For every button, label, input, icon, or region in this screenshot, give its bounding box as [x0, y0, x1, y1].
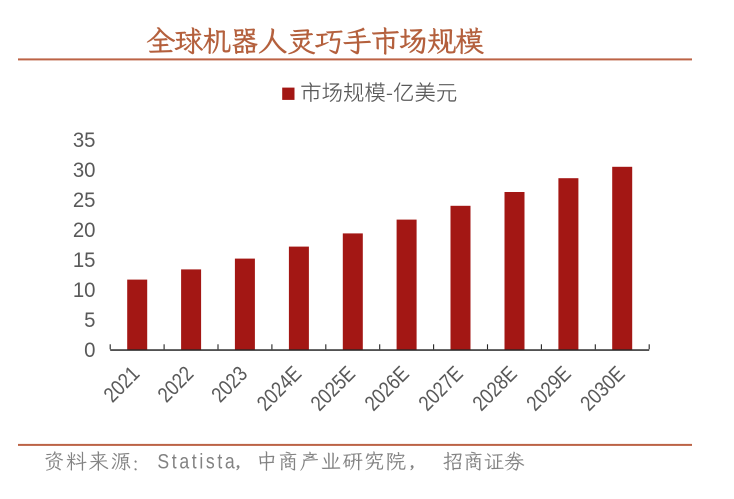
- svg-text:20: 20: [73, 219, 96, 242]
- svg-text:25: 25: [73, 189, 96, 212]
- svg-text:15: 15: [73, 249, 96, 272]
- svg-text:30: 30: [73, 159, 96, 182]
- svg-text:5: 5: [84, 309, 95, 332]
- svg-text:0: 0: [84, 339, 95, 362]
- svg-text:Statista: Statista: [157, 450, 237, 474]
- svg-text:10: 10: [73, 279, 96, 302]
- svg-text:35: 35: [73, 129, 96, 152]
